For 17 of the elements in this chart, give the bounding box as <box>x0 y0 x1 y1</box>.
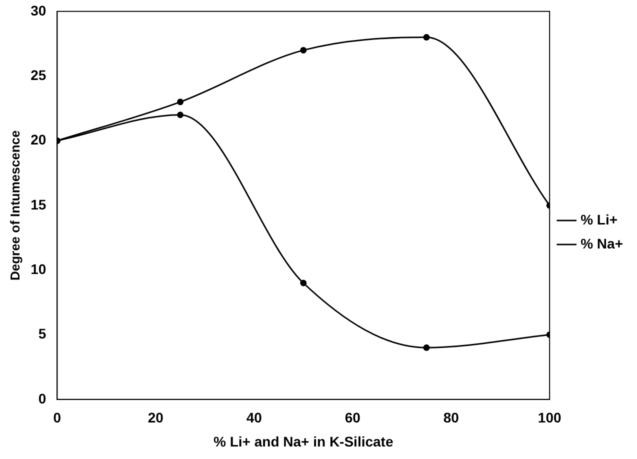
y-tick-label: 30 <box>30 2 46 18</box>
x-axis-title: % Li+ and Na+ in K-Silicate <box>214 433 394 450</box>
x-tick-label: 60 <box>344 410 361 426</box>
x-tick-label: 80 <box>443 410 460 426</box>
y-tick-label: 10 <box>30 260 46 277</box>
x-tick-label: 20 <box>148 410 164 426</box>
x-tick-label: 100 <box>538 410 562 426</box>
y-tick-label: 15 <box>30 196 46 212</box>
y-axis-title: Degree of Intumescence <box>7 130 22 281</box>
y-tick-label: 5 <box>38 326 46 342</box>
y-tick-label: 25 <box>30 66 46 83</box>
x-tick-label: 40 <box>246 410 262 426</box>
y-tick-label: 0 <box>38 390 46 406</box>
x-tick-label: 0 <box>53 410 62 426</box>
legend-label: % Na+ <box>580 235 624 252</box>
legend-label: % Li+ <box>580 211 618 228</box>
y-tick-label: 20 <box>30 132 46 148</box>
